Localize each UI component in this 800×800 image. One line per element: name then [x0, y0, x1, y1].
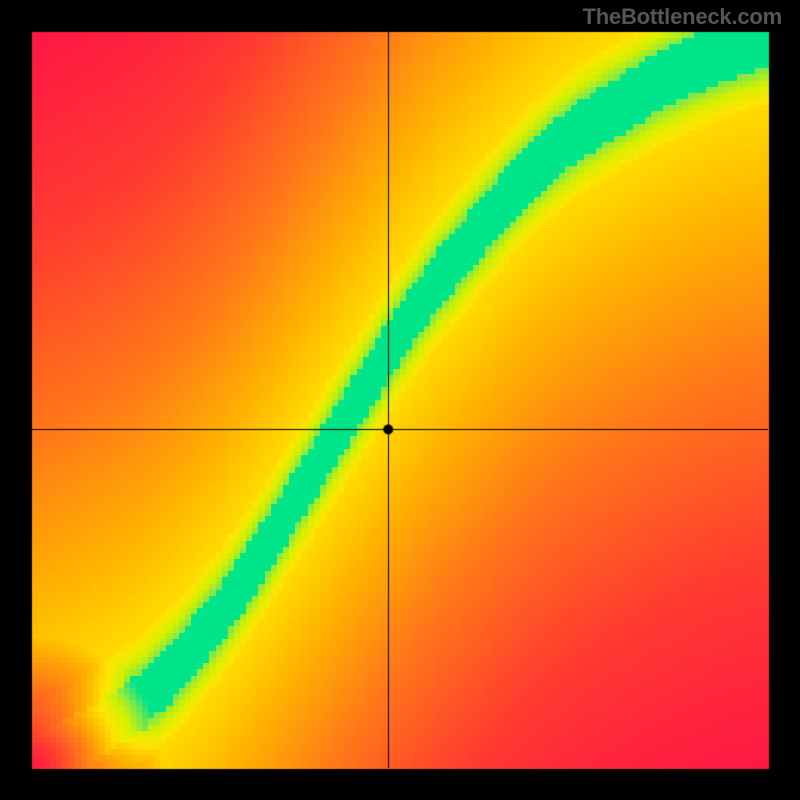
chart-container: TheBottleneck.com: [0, 0, 800, 800]
watermark-text: TheBottleneck.com: [582, 4, 782, 30]
heatmap-canvas: [0, 0, 800, 800]
